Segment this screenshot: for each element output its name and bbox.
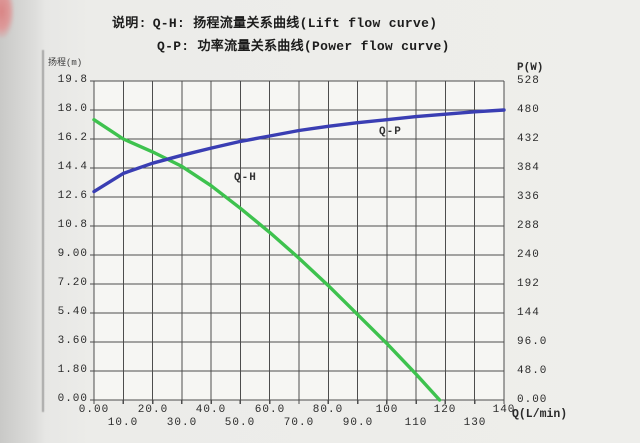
- qp-curve: [92, 108, 506, 194]
- y-right-tick-label: 192: [517, 278, 540, 290]
- x-axis-title: Q(L/min): [512, 408, 568, 421]
- x-tick-label: 60.0: [254, 404, 286, 416]
- y-left-tick-label: 10.8: [57, 219, 88, 231]
- y-left-tick-label: 12.6: [57, 190, 88, 202]
- x-tick-label: 40.0: [195, 404, 227, 416]
- x-tick-label: 30.0: [166, 417, 198, 429]
- y-right-tick-label: 432: [517, 133, 540, 145]
- y-left-tick-label: 14.4: [57, 161, 88, 173]
- right-axis-title: P(W): [517, 62, 544, 74]
- y-right-tick-label: 480: [517, 104, 540, 116]
- y-right-tick-label: 48.0: [517, 365, 548, 377]
- y-left-tick-label: 9.00: [57, 248, 88, 260]
- y-left-tick-label: 0.00: [57, 393, 88, 405]
- y-left-tick-label: 19.8: [57, 74, 88, 86]
- x-tick-label: 70.0: [283, 417, 315, 429]
- legend-qp-text: Q-P: 功率流量关系曲线(Power flow curve): [157, 39, 450, 54]
- legend-prefix: 说明:: [112, 16, 147, 31]
- scan-artifact-smudge: [0, 0, 14, 38]
- y-right-tick-label: 288: [517, 220, 540, 232]
- y-left-tick-label: 16.2: [57, 132, 88, 144]
- x-tick-label: 0.00: [78, 404, 110, 416]
- x-tick-label: 20.0: [137, 404, 169, 416]
- legend-line-2: Q-P: 功率流量关系曲线(Power flow curve): [157, 35, 450, 58]
- y-left-tick-label: 1.80: [57, 364, 88, 376]
- x-tick-label: 100: [375, 404, 399, 416]
- qh-curve: [92, 117, 442, 402]
- y-right-tick-label: 336: [517, 191, 540, 203]
- x-tick-label: 140: [492, 404, 516, 416]
- x-tick-label: 110: [404, 417, 428, 429]
- qh-curve-label: Q-H: [234, 172, 257, 184]
- qp-curve-label: Q-P: [379, 126, 402, 138]
- legend-line-1: 说明: Q-H: 扬程流量关系曲线(Lift flow curve): [112, 12, 450, 35]
- x-tick-label: 120: [433, 404, 457, 416]
- x-tick-label: 90.0: [342, 417, 374, 429]
- x-tick-label: 80.0: [312, 404, 344, 416]
- y-right-tick-label: 144: [517, 307, 540, 319]
- scan-artifact-edge-line: [42, 50, 44, 412]
- left-axis-title: 扬程(m): [48, 58, 83, 68]
- y-left-tick-label: 3.60: [57, 335, 88, 347]
- y-left-tick-label: 5.40: [57, 306, 88, 318]
- chart-legend: 说明: Q-H: 扬程流量关系曲线(Lift flow curve) Q-P: 功…: [112, 12, 450, 58]
- y-right-tick-label: 96.0: [517, 336, 548, 348]
- y-right-tick-label: 528: [517, 75, 540, 87]
- legend-qh-text: Q-H: 扬程流量关系曲线(Lift flow curve): [152, 16, 438, 31]
- x-tick-label: 50.0: [224, 417, 256, 429]
- x-tick-label: 130: [463, 417, 487, 429]
- y-left-tick-label: 18.0: [57, 103, 88, 115]
- y-left-tick-label: 7.20: [57, 277, 88, 289]
- y-right-tick-label: 240: [517, 249, 540, 261]
- y-right-tick-label: 0.00: [517, 394, 548, 406]
- x-tick-label: 10.0: [107, 417, 139, 429]
- y-right-tick-label: 384: [517, 162, 540, 174]
